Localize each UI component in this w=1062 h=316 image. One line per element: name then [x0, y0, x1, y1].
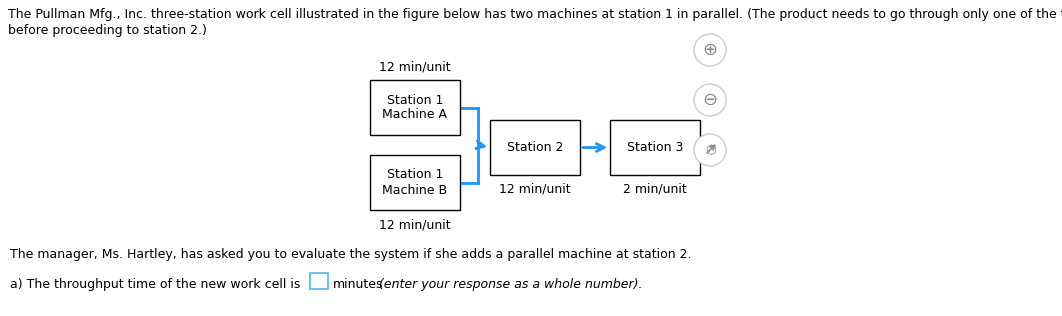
Bar — [370, 80, 460, 135]
Text: minutes: minutes — [333, 278, 383, 291]
Text: The Pullman Mfg., Inc. three-station work cell illustrated in the figure below h: The Pullman Mfg., Inc. three-station wor… — [8, 8, 1062, 21]
Text: ⬡: ⬡ — [704, 143, 716, 156]
Text: Station 1
Machine A: Station 1 Machine A — [382, 94, 447, 121]
Bar — [610, 120, 700, 175]
Text: 12 min/unit: 12 min/unit — [379, 60, 450, 73]
Text: 12 min/unit: 12 min/unit — [379, 218, 450, 231]
Text: Station 2: Station 2 — [507, 141, 563, 154]
Text: Station 3: Station 3 — [627, 141, 683, 154]
Text: before proceeding to station 2.): before proceeding to station 2.) — [8, 24, 207, 37]
Bar — [370, 155, 460, 210]
Text: 12 min/unit: 12 min/unit — [499, 183, 570, 196]
Text: ⊖: ⊖ — [702, 91, 718, 109]
Text: (enter your response as a whole number).: (enter your response as a whole number). — [379, 278, 643, 291]
Text: Station 1
Machine B: Station 1 Machine B — [382, 168, 447, 197]
Text: The manager, Ms. Hartley, has asked you to evaluate the system if she adds a par: The manager, Ms. Hartley, has asked you … — [10, 248, 691, 261]
Circle shape — [693, 134, 726, 166]
Circle shape — [693, 34, 726, 66]
Text: ⊕: ⊕ — [702, 41, 718, 59]
Text: 2 min/unit: 2 min/unit — [623, 183, 687, 196]
Text: a) The throughput time of the new work cell is: a) The throughput time of the new work c… — [10, 278, 301, 291]
Bar — [310, 273, 328, 289]
Bar — [490, 120, 580, 175]
Circle shape — [693, 84, 726, 116]
